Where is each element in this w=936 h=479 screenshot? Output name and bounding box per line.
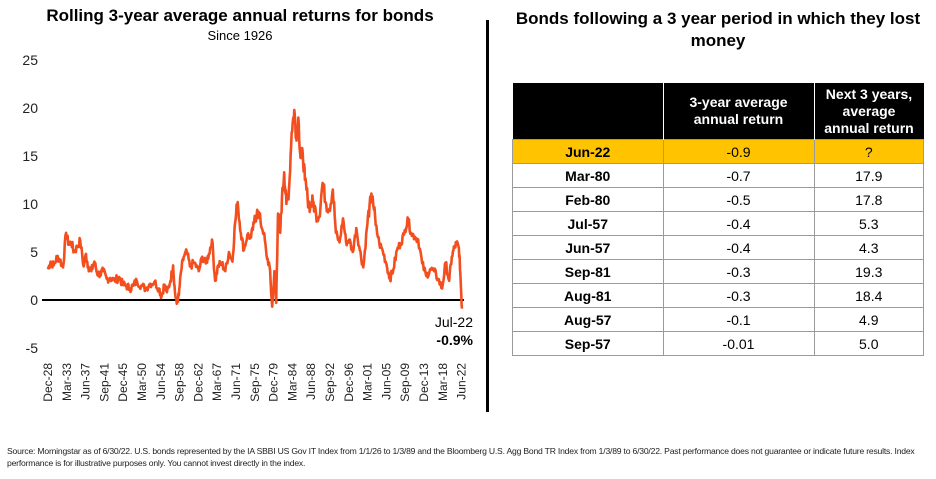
x-tick-label: Dec-62 (191, 363, 205, 402)
series-group (46, 108, 464, 309)
returns-series-line (46, 108, 464, 309)
row-label: Sep-57 (512, 331, 664, 356)
three-year-cell: -0.01 (662, 331, 815, 356)
table-header-3yr: 3-year average annual return (662, 83, 814, 140)
right-table-title: Bonds following a 3 year period in which… (515, 9, 921, 50)
next-three-year-cell: 5.3 (813, 211, 924, 236)
table-row: Mar-80 -0.7 17.9 (512, 163, 924, 188)
row-label: Feb-80 (512, 187, 664, 212)
x-tick-label: Sep-09 (398, 363, 412, 402)
x-tick-label: Mar-33 (60, 363, 74, 401)
row-label: Jun-57 (512, 235, 664, 260)
x-tick-label: Sep-75 (248, 363, 262, 402)
row-label: Jul-57 (512, 211, 664, 236)
annotation-value-label: -0.9% (436, 332, 473, 348)
three-year-cell: -0.3 (662, 259, 815, 284)
x-tick-label: Mar-67 (210, 363, 224, 401)
y-tick-label: 20 (22, 100, 38, 116)
three-year-cell: -0.4 (662, 211, 815, 236)
x-tick-label: Mar-84 (285, 363, 299, 401)
three-year-cell: -0.7 (662, 163, 815, 188)
y-tick-label: -5 (26, 340, 39, 356)
table-row: Jul-57 -0.4 5.3 (512, 211, 924, 236)
x-tick-label: Sep-41 (97, 363, 111, 402)
x-tick-label: Jun-22 (455, 363, 469, 400)
left-chart-subtitle: Since 1926 (207, 28, 273, 43)
x-tick-label: Dec-96 (342, 363, 356, 402)
x-tick-label: Dec-45 (116, 363, 130, 402)
row-label: Sep-81 (512, 259, 664, 284)
y-axis: 25 20 15 10 5 0 -5 (22, 52, 38, 356)
returns-table: 3-year average annual return Next 3 year… (512, 83, 924, 356)
next-three-year-cell: 19.3 (813, 259, 924, 284)
table-header-row: 3-year average annual return Next 3 year… (512, 83, 924, 140)
x-tick-label: Dec-13 (417, 363, 431, 402)
left-chart-title: Rolling 3-year average annual returns fo… (46, 6, 434, 25)
x-tick-label: Sep-92 (323, 363, 337, 402)
y-tick-label: 0 (30, 292, 38, 308)
x-tick-label: Mar-18 (436, 363, 450, 401)
x-tick-label: Mar-50 (135, 363, 149, 401)
next-three-year-cell: 5.0 (813, 331, 924, 356)
x-tick-label: Jun-05 (379, 363, 393, 400)
x-tick-label: Jun-54 (154, 363, 168, 400)
panel-divider (486, 20, 489, 412)
three-year-cell: -0.5 (662, 187, 815, 212)
y-tick-label: 5 (30, 244, 38, 260)
source-footnote: Source: Morningstar as of 6/30/22. U.S. … (7, 446, 915, 468)
row-label: Mar-80 (512, 163, 664, 188)
x-axis: Dec-28 Mar-33 Jun-37 Sep-41 Dec-45 Mar-50 Jun-… (41, 363, 469, 402)
table-row: Sep-81 -0.3 19.3 (512, 259, 924, 284)
next-three-year-cell: 17.8 (813, 187, 924, 212)
next-three-year-cell: 17.9 (813, 163, 924, 188)
y-tick-label: 15 (22, 148, 38, 164)
x-tick-label: Dec-79 (267, 363, 281, 402)
x-tick-label: Sep-58 (173, 363, 187, 402)
next-three-year-cell: 4.3 (813, 235, 924, 260)
x-tick-label: Jun-88 (304, 363, 318, 400)
table-row: Sep-57 -0.01 5.0 (512, 331, 924, 356)
table-row: Jun-22 -0.9? (512, 139, 924, 164)
row-label: Jun-22 (512, 139, 664, 164)
three-year-cell: -0.4 (662, 235, 815, 260)
three-year-cell: -0.9 (662, 139, 815, 164)
x-tick-label: Jun-37 (79, 363, 93, 400)
y-tick-label: 10 (22, 196, 38, 212)
three-year-cell: -0.1 (662, 307, 815, 332)
row-label: Aug-57 (512, 307, 664, 332)
next-three-year-cell: ? (813, 139, 924, 164)
table-row: Feb-80 -0.5 17.8 (512, 187, 924, 212)
x-tick-label: Dec-28 (41, 363, 55, 402)
x-tick-label: Mar-01 (361, 363, 375, 401)
y-tick-label: 25 (22, 52, 38, 68)
row-label: Aug-81 (512, 283, 664, 308)
table-header-blank (512, 83, 663, 140)
table-row: Aug-57 -0.1 4.9 (512, 307, 924, 332)
table-header-next-3yr: Next 3 years, average annual return (813, 83, 924, 140)
x-tick-label: Jun-71 (229, 363, 243, 400)
table-row: Aug-81 -0.3 18.4 (512, 283, 924, 308)
table-row: Jun-57 -0.4 4.3 (512, 235, 924, 260)
next-three-year-cell: 18.4 (813, 283, 924, 308)
next-three-year-cell: 4.9 (813, 307, 924, 332)
three-year-cell: -0.3 (662, 283, 815, 308)
annotation-date-label: Jul-22 (435, 314, 473, 330)
